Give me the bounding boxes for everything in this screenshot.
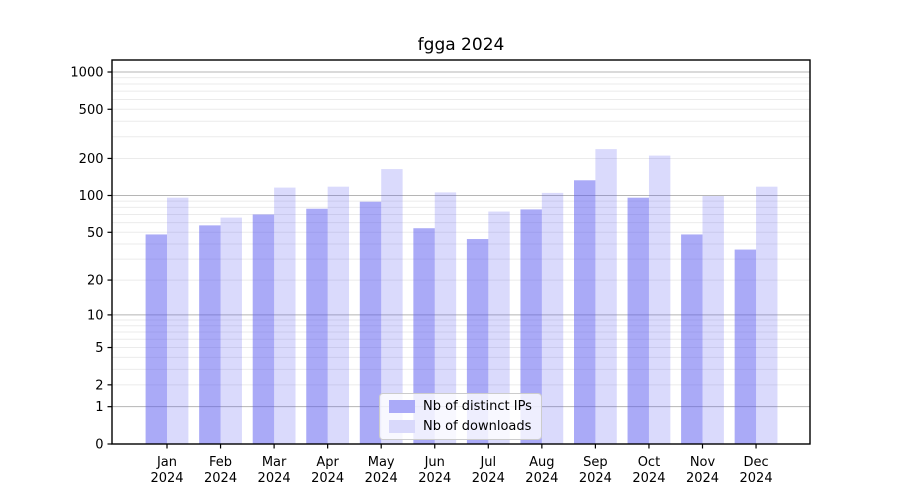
x-tick-label-year: 2024 xyxy=(311,471,344,486)
bar-downloads xyxy=(274,187,296,444)
y-tick-label: 100 xyxy=(79,189,104,204)
x-tick-label-month: Nov xyxy=(690,455,716,470)
x-tick-label-year: 2024 xyxy=(686,471,719,486)
bar-downloads xyxy=(327,186,350,445)
chart-title: fgga 2024 xyxy=(417,35,505,55)
bar-distinct-ips xyxy=(627,197,649,444)
x-tick-label-month: Oct xyxy=(638,455,660,470)
x-tick-label-year: 2024 xyxy=(525,471,558,486)
legend-swatch-downloads-icon xyxy=(389,420,415,433)
plot-border xyxy=(111,59,811,445)
x-tick-label-year: 2024 xyxy=(579,471,612,486)
bar-distinct-ips xyxy=(520,209,542,444)
x-tick-label-month: Jun xyxy=(424,455,445,470)
x-tick-label-year: 2024 xyxy=(632,471,665,486)
x-tick-label-month: Jul xyxy=(479,455,496,470)
bar-distinct-ips xyxy=(306,208,328,444)
bar-downloads xyxy=(648,155,671,444)
x-tick-label-month: Aug xyxy=(529,455,554,470)
y-tick-label: 2 xyxy=(95,378,103,393)
legend-label-distinct-ips: Nb of distinct IPs xyxy=(423,399,532,414)
bar-downloads xyxy=(756,186,778,445)
bar-distinct-ips xyxy=(681,234,703,444)
legend-item-distinct-ips: Nb of distinct IPs xyxy=(389,399,532,414)
bar-downloads xyxy=(167,197,189,444)
x-tick-label-year: 2024 xyxy=(258,471,291,486)
x-tick-label-month: Jan xyxy=(156,455,177,470)
x-tick-label-year: 2024 xyxy=(418,471,451,486)
x-tick-label-year: 2024 xyxy=(740,471,773,486)
x-tick-label-year: 2024 xyxy=(472,471,505,486)
legend: Nb of distinct IPs Nb of downloads xyxy=(379,393,542,440)
x-tick-label-year: 2024 xyxy=(204,471,237,486)
y-tick-label: 200 xyxy=(79,152,104,167)
bar-distinct-ips xyxy=(252,214,275,444)
bar-downloads xyxy=(220,217,242,444)
bar-distinct-ips xyxy=(413,228,435,444)
x-tick-label-year: 2024 xyxy=(365,471,398,486)
y-tick-label: 10 xyxy=(87,308,104,323)
y-tick-label: 20 xyxy=(87,274,104,289)
bar-downloads xyxy=(488,211,510,444)
bar-distinct-ips xyxy=(359,201,382,444)
x-tick-label-month: Dec xyxy=(743,455,768,470)
bar-distinct-ips xyxy=(574,180,596,444)
x-tick-label-month: Feb xyxy=(209,455,232,470)
y-tick-label: 500 xyxy=(79,103,104,118)
y-tick-label: 0 xyxy=(95,438,103,453)
bar-distinct-ips xyxy=(734,249,757,444)
bar-downloads xyxy=(434,192,457,444)
x-tick-label-month: Sep xyxy=(583,455,608,470)
x-tick-label-month: Mar xyxy=(262,455,287,470)
bar-downloads xyxy=(541,192,564,444)
y-tick-label: 50 xyxy=(87,226,104,241)
bar-downloads xyxy=(381,169,403,444)
legend-label-downloads: Nb of downloads xyxy=(423,419,532,434)
bar-downloads xyxy=(595,149,617,444)
y-tick-label: 1 xyxy=(95,400,103,415)
x-tick-label-year: 2024 xyxy=(150,471,183,486)
bar-distinct-ips xyxy=(145,234,167,444)
bar-distinct-ips xyxy=(199,225,221,444)
y-tick-label: 1000 xyxy=(70,66,103,81)
bar-distinct-ips xyxy=(466,239,489,444)
legend-item-downloads: Nb of downloads xyxy=(389,419,532,434)
legend-swatch-distinct-ips-icon xyxy=(389,400,415,413)
bar-downloads xyxy=(702,196,724,444)
x-tick-label-month: Apr xyxy=(316,455,339,470)
x-tick-label-month: May xyxy=(368,455,395,470)
y-tick-label: 5 xyxy=(95,341,103,356)
